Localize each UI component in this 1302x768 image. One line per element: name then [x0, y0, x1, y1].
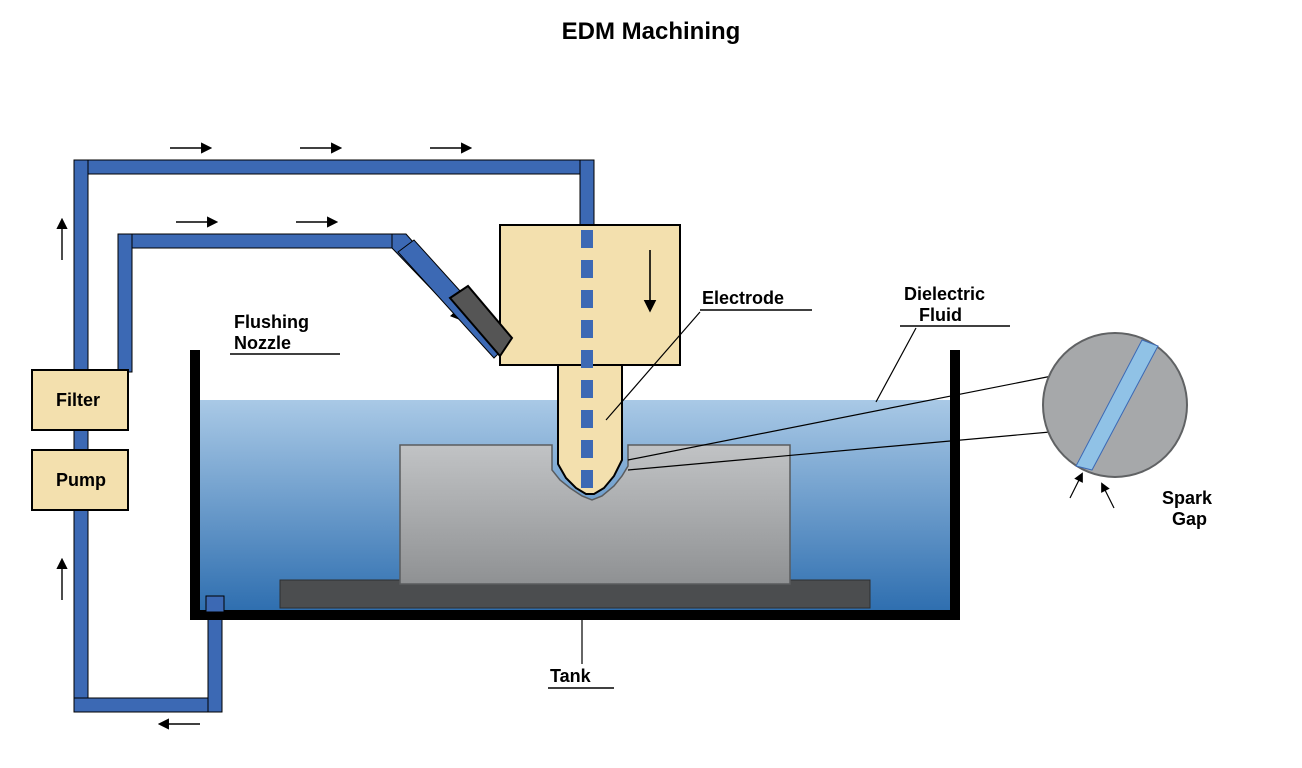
pump-label: Pump	[56, 470, 106, 491]
spark-gap-label: Spark Gap	[1162, 488, 1212, 529]
spark-gap-detail	[1043, 333, 1187, 508]
tank-label: Tank	[550, 666, 591, 687]
electrode-label: Electrode	[702, 288, 784, 309]
dielectric-fluid-label: Dielectric Fluid	[904, 284, 985, 325]
filter-label: Filter	[56, 390, 100, 411]
flushing-nozzle	[398, 240, 512, 358]
edm-diagram	[0, 0, 1302, 768]
flushing-nozzle-label: Flushing Nozzle	[234, 312, 309, 353]
